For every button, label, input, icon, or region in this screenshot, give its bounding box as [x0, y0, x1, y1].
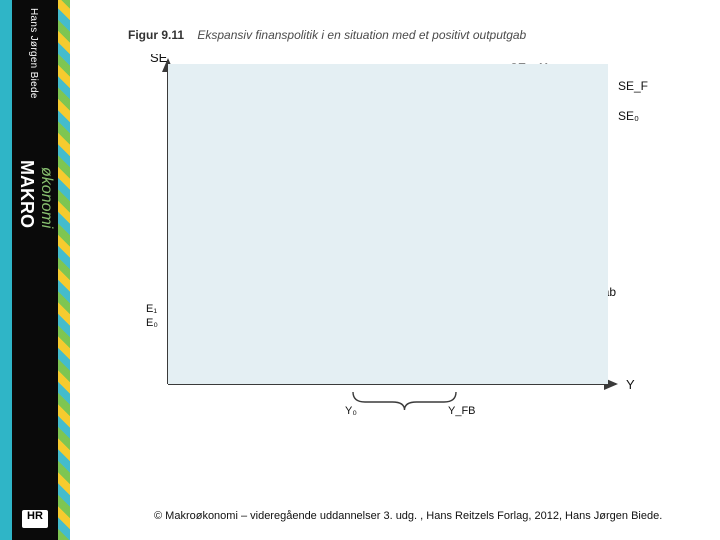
svg-text:SE_FB: SE_FB — [618, 79, 648, 93]
svg-text:Y: Y — [626, 377, 635, 392]
sidebar-title-upper: MAKRO — [16, 160, 37, 228]
svg-text:SE₀: SE₀ — [618, 109, 639, 123]
sidebar: Hans Jørgen Biede MAKROøkonomi HR — [0, 0, 70, 540]
sidebar-author: Hans Jørgen Biede — [28, 8, 39, 99]
svg-text:Y₀: Y₀ — [345, 405, 357, 417]
copyright-line: © Makroøkonomi – videregående uddannelse… — [154, 510, 662, 522]
svg-text:Y_FB: Y_FB — [448, 405, 476, 417]
figure-header: Figur 9.11 Ekspansiv finanspolitik i en … — [128, 28, 526, 42]
sidebar-stripe-teal — [0, 0, 12, 540]
svg-text:E₁: E₁ — [146, 303, 157, 315]
chart: SEYSE = YSE_FBSE₀E₀E₁Y₀Y_FBOutputgab — [128, 54, 648, 454]
publisher-logo: HR — [22, 510, 48, 528]
svg-text:E₀: E₀ — [146, 317, 158, 329]
svg-text:SE: SE — [150, 54, 168, 65]
chart-background — [168, 64, 608, 384]
content-area: Figur 9.11 Ekspansiv finanspolitik i en … — [80, 0, 720, 540]
sidebar-pattern — [58, 0, 70, 540]
sidebar-title-lower: økonomi — [37, 167, 55, 228]
figure-caption: Ekspansiv finanspolitik i en situation m… — [197, 28, 526, 42]
figure-number: Figur 9.11 — [128, 28, 184, 42]
sidebar-title: MAKROøkonomi — [16, 160, 56, 420]
